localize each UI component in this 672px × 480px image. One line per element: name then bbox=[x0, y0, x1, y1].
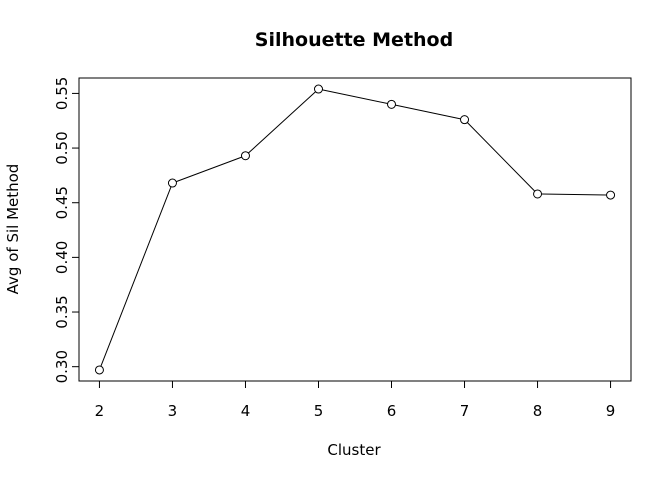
y-axis: 0.30 0.35 0.40 0.45 0.50 0.55 bbox=[53, 77, 80, 383]
plot-frame bbox=[78, 77, 632, 382]
y-tick-label: 0.55 bbox=[53, 77, 71, 110]
y-tick-label: 0.30 bbox=[53, 350, 71, 383]
data-point bbox=[606, 190, 616, 200]
series-line-segment bbox=[100, 186, 172, 367]
series-line-segment bbox=[176, 156, 242, 183]
y-tick-label: 0.35 bbox=[53, 295, 71, 328]
chart-title: Silhouette Method bbox=[255, 29, 453, 51]
x-tick-label: 7 bbox=[460, 402, 470, 420]
series-line-segment bbox=[466, 122, 536, 192]
data-series bbox=[94, 84, 616, 375]
data-point bbox=[167, 178, 177, 188]
y-tick-label: 0.45 bbox=[53, 186, 71, 219]
data-point bbox=[240, 151, 250, 161]
x-tick-label: 4 bbox=[241, 402, 251, 420]
x-tick-label: 3 bbox=[168, 402, 178, 420]
series-line-segment bbox=[322, 89, 388, 105]
data-point bbox=[387, 99, 397, 109]
data-point bbox=[94, 365, 104, 375]
y-tick-label: 0.40 bbox=[53, 241, 71, 274]
x-tick-label: 9 bbox=[606, 402, 616, 420]
series-line-segment bbox=[395, 104, 461, 120]
y-tick-label: 0.50 bbox=[53, 131, 71, 164]
x-axis: 2 3 4 5 6 7 8 9 bbox=[95, 380, 616, 420]
series-line-segment bbox=[248, 91, 316, 154]
y-axis-label: Avg of Sil Method bbox=[4, 164, 22, 295]
data-point bbox=[460, 115, 470, 125]
x-tick-label: 8 bbox=[533, 402, 543, 420]
data-point bbox=[533, 189, 543, 199]
series-line-segment bbox=[541, 193, 607, 196]
x-axis-label: Cluster bbox=[327, 441, 381, 459]
x-tick-label: 5 bbox=[314, 402, 324, 420]
x-tick-label: 6 bbox=[387, 402, 397, 420]
data-point bbox=[313, 84, 323, 94]
x-tick-label: 2 bbox=[95, 402, 105, 420]
